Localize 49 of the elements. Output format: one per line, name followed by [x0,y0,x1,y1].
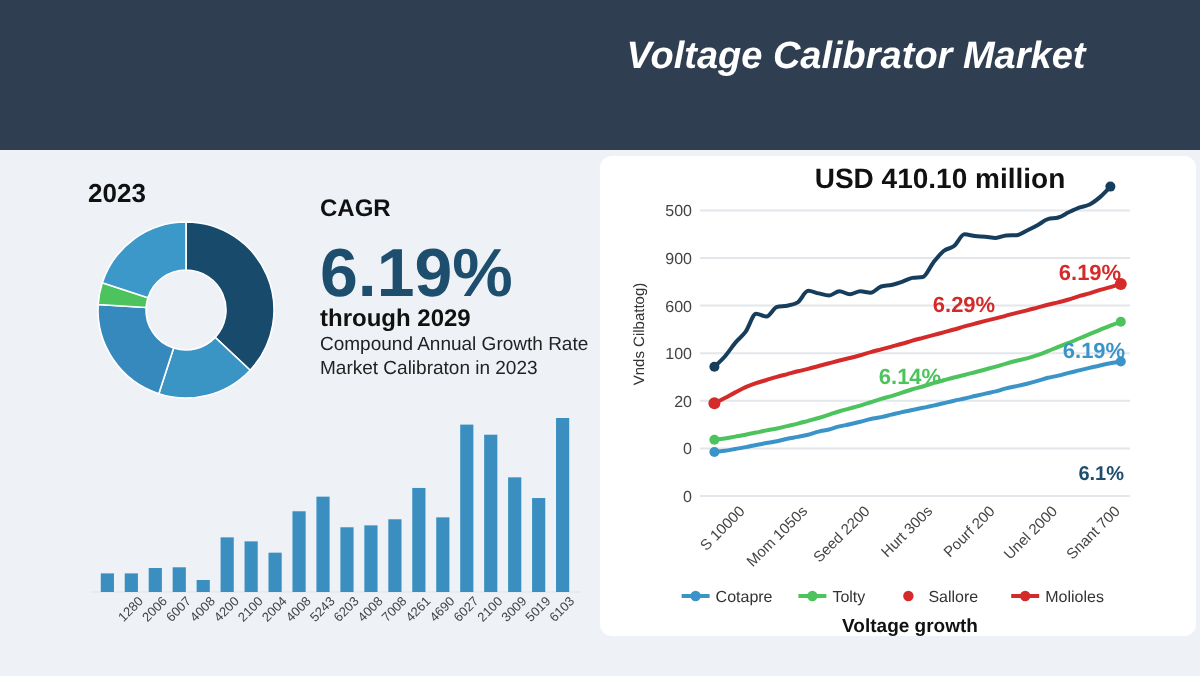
text: Voltage Calibrator Market [626,36,1087,78]
bar [148,567,162,592]
point [709,361,720,372]
text: 100 [665,345,694,364]
point [709,434,720,445]
annotation: 6.19% [1058,262,1122,286]
text: Market Calibraton in 2023 [320,358,538,380]
point [1105,181,1116,192]
text: 0 [683,440,694,459]
text: 900 [665,250,694,268]
legend-label: Sallore [928,588,980,606]
text: 500 [665,202,694,221]
bar [340,527,354,592]
text: 20 [674,392,694,411]
annotation: 6.29% [932,294,996,318]
bar [484,434,498,592]
x-axis-title: Voltage growth [842,616,979,638]
bar [508,477,522,592]
bar [412,487,426,592]
text: Compound Annual Growth Rate [320,334,589,356]
text: 0 [683,488,694,506]
annotation: 6.14% [878,366,942,390]
text: through 2029 [320,304,472,332]
bar [532,498,546,592]
bar [244,541,258,592]
bar [100,573,114,592]
text: 600 [665,297,694,316]
bar [436,517,450,592]
annotation: 6.1% [1078,464,1125,486]
point [709,447,720,458]
bar [460,424,474,592]
bar [292,511,306,592]
bar [196,579,210,592]
bar [268,552,282,592]
legend-label: Tolty [832,588,866,606]
point [1115,316,1126,327]
legend-label: Cotapre [715,588,774,606]
bar [556,418,570,592]
legend-label: Molioles [1045,588,1104,606]
bar [220,537,234,592]
chart-title: USD 410.10 million [814,162,1066,194]
chart-title: 2023 [88,178,146,208]
bar [364,525,378,592]
bar [316,496,330,592]
text: CAGR [320,194,392,222]
bar [172,567,186,592]
bar [388,519,402,592]
bar [124,573,138,592]
annotation: 6.19% [1062,340,1126,364]
